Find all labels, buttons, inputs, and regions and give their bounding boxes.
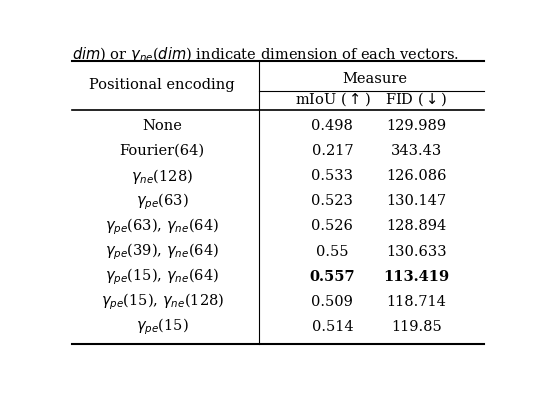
Text: $\gamma_{pe}$(63), $\gamma_{ne}$(64): $\gamma_{pe}$(63), $\gamma_{ne}$(64) (105, 216, 220, 237)
Text: 119.85: 119.85 (391, 320, 442, 334)
Text: 0.514: 0.514 (312, 320, 353, 334)
Text: $\gamma_{ne}$(128): $\gamma_{ne}$(128) (131, 167, 193, 186)
Text: None: None (143, 119, 182, 133)
Text: 0.557: 0.557 (309, 269, 355, 284)
Text: $\gamma_{pe}$(39), $\gamma_{ne}$(64): $\gamma_{pe}$(39), $\gamma_{ne}$(64) (105, 241, 220, 262)
Text: 0.526: 0.526 (312, 219, 353, 233)
Text: 129.989: 129.989 (386, 119, 447, 133)
Text: FID ($\downarrow$): FID ($\downarrow$) (385, 91, 448, 108)
Text: 343.43: 343.43 (391, 144, 442, 158)
Text: Fourier(64): Fourier(64) (120, 144, 205, 158)
Text: 113.419: 113.419 (383, 269, 449, 284)
Text: mIoU ($\uparrow$): mIoU ($\uparrow$) (294, 91, 370, 108)
Text: Measure: Measure (342, 72, 407, 86)
Text: Positional encoding: Positional encoding (89, 78, 235, 92)
Text: $\gamma_{pe}$(15), $\gamma_{ne}$(128): $\gamma_{pe}$(15), $\gamma_{ne}$(128) (101, 292, 224, 312)
Text: $\gamma_{pe}$(15), $\gamma_{ne}$(64): $\gamma_{pe}$(15), $\gamma_{ne}$(64) (105, 266, 220, 287)
Text: 118.714: 118.714 (386, 295, 446, 309)
Text: 0.55: 0.55 (316, 245, 349, 258)
Text: 0.217: 0.217 (312, 144, 353, 158)
Text: $dim$) or $\gamma_{ne}$($dim$) indicate dimension of each vectors.: $dim$) or $\gamma_{ne}$($dim$) indicate … (72, 45, 459, 64)
Text: 130.633: 130.633 (386, 245, 447, 258)
Text: 0.523: 0.523 (312, 194, 353, 208)
Text: 130.147: 130.147 (386, 194, 447, 208)
Text: 126.086: 126.086 (386, 169, 447, 183)
Text: 0.509: 0.509 (312, 295, 353, 309)
Text: $\gamma_{pe}$(63): $\gamma_{pe}$(63) (136, 191, 189, 212)
Text: 128.894: 128.894 (386, 219, 447, 233)
Text: 0.498: 0.498 (312, 119, 353, 133)
Text: 0.533: 0.533 (312, 169, 353, 183)
Text: $\gamma_{pe}$(15): $\gamma_{pe}$(15) (136, 316, 189, 337)
